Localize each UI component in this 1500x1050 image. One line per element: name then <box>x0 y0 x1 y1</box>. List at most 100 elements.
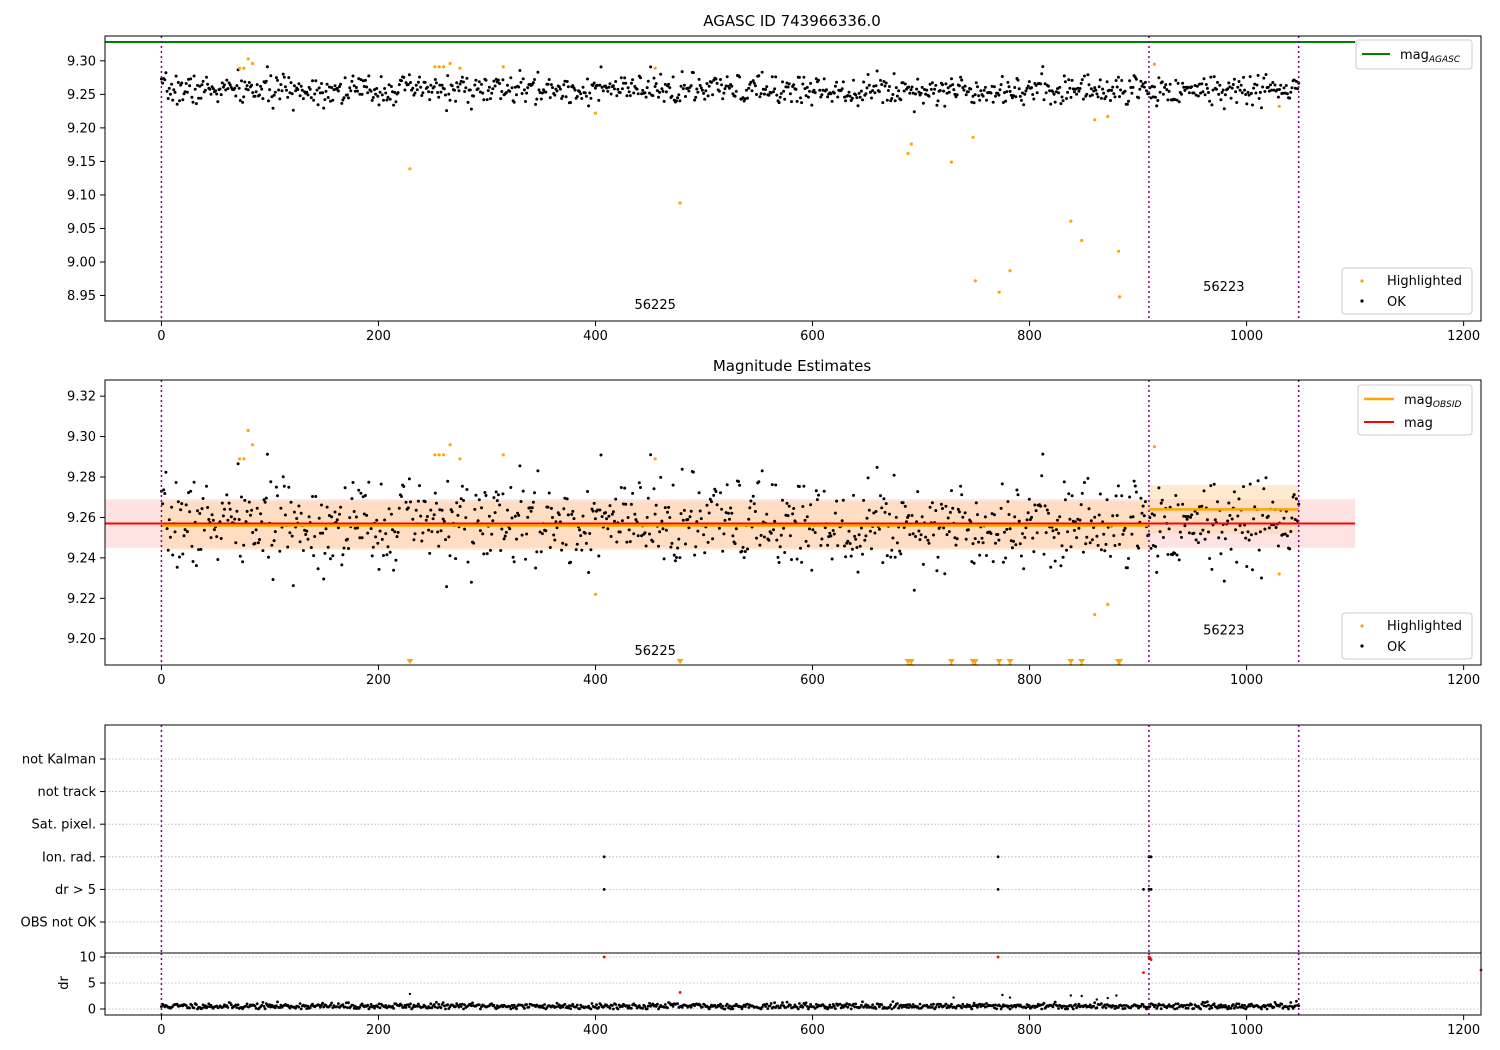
ok-point <box>518 69 522 72</box>
ok-point <box>251 531 255 534</box>
ok-point <box>225 493 229 497</box>
ok-point <box>286 95 290 99</box>
ok-point <box>201 497 205 500</box>
ok-point <box>1127 557 1130 560</box>
ok-point <box>707 511 711 515</box>
ok-point <box>525 532 529 536</box>
ok-point <box>855 96 859 100</box>
ok-point <box>484 494 488 497</box>
ok-point <box>1226 1007 1230 1011</box>
ok-point <box>432 85 436 89</box>
ok-point <box>278 97 282 101</box>
ok-point <box>824 88 828 92</box>
ok-point <box>641 1006 645 1010</box>
ok-point <box>1113 1007 1117 1010</box>
ok-point <box>375 518 379 522</box>
ok-point <box>1223 537 1227 541</box>
ok-point <box>1114 79 1118 82</box>
ok-point <box>639 76 642 80</box>
ok-point <box>1246 530 1250 534</box>
ok-point <box>890 97 894 100</box>
ok-point <box>714 490 718 493</box>
ok-point <box>722 532 726 536</box>
ok-point <box>397 83 401 87</box>
ok-point <box>309 96 313 100</box>
ok-point <box>1202 489 1206 493</box>
ok-point <box>696 529 700 533</box>
ok-point <box>971 94 975 98</box>
ok-point <box>289 81 293 85</box>
ok-point <box>1014 95 1018 99</box>
ok-point <box>573 88 577 92</box>
ok-point <box>835 80 839 84</box>
ok-point <box>235 509 239 513</box>
highlighted-point <box>458 457 462 461</box>
ok-point <box>947 530 951 534</box>
ok-point <box>1228 85 1232 89</box>
highlighted-point <box>909 142 913 146</box>
ok-point <box>1098 78 1102 82</box>
ok-point <box>493 84 497 88</box>
ok-point <box>788 534 792 538</box>
ok-point <box>316 103 320 107</box>
ok-point <box>875 69 879 73</box>
ok-point <box>529 509 533 513</box>
ok-point <box>500 527 504 531</box>
ok-point <box>649 453 653 457</box>
ok-point <box>1185 1003 1189 1007</box>
ok-point <box>508 527 512 531</box>
ok-point <box>1088 1003 1092 1007</box>
ok-point <box>764 88 768 91</box>
ok-point <box>495 499 499 503</box>
ok-point <box>329 1003 332 1007</box>
ok-point <box>753 84 757 88</box>
ok-point <box>769 91 773 95</box>
ok-point <box>689 509 693 513</box>
ok-point <box>171 553 175 557</box>
ok-point <box>976 1005 979 1009</box>
ok-point <box>894 86 898 90</box>
ok-point <box>991 1003 995 1007</box>
ok-point <box>546 82 550 86</box>
ok-point <box>1123 526 1127 530</box>
ok-point <box>428 1006 432 1010</box>
ok-point <box>625 94 629 98</box>
ok-point <box>1289 530 1293 533</box>
ok-point <box>1243 1004 1246 1007</box>
ok-point <box>1247 538 1251 542</box>
ok-point <box>741 545 745 549</box>
legend-label-ok: OK <box>1387 295 1406 310</box>
ok-point <box>1172 1004 1175 1007</box>
ok-point <box>861 552 864 556</box>
ok-point <box>1005 527 1009 531</box>
ok-point <box>353 1005 357 1008</box>
ok-point <box>565 80 569 83</box>
ok-point <box>1125 566 1129 570</box>
ok-point <box>1094 88 1098 92</box>
ok-point <box>1022 103 1026 107</box>
x-tick-label: 1200 <box>1447 329 1480 344</box>
ok-point <box>1128 79 1132 83</box>
ok-point <box>996 533 1000 536</box>
ok-point <box>446 1003 450 1006</box>
panel-4-plot-area <box>105 953 1483 1015</box>
y-tick-label: 9.05 <box>67 222 96 237</box>
ok-point <box>1060 544 1064 548</box>
panel-1-title: AGASC ID 743966336.0 <box>703 12 881 30</box>
ok-point <box>1232 490 1236 494</box>
ok-point <box>366 1003 370 1007</box>
ok-point <box>1205 86 1209 90</box>
ok-point <box>864 534 868 538</box>
ok-point <box>815 498 819 502</box>
ok-point <box>622 81 625 85</box>
ok-point <box>657 95 660 99</box>
ok-point <box>1017 519 1021 523</box>
ok-point <box>791 512 795 516</box>
ok-point <box>795 557 799 561</box>
ok-point <box>1059 564 1063 568</box>
ok-point <box>970 560 974 564</box>
ok-point <box>1093 86 1097 90</box>
ok-point <box>247 500 251 504</box>
ok-point <box>283 85 287 89</box>
